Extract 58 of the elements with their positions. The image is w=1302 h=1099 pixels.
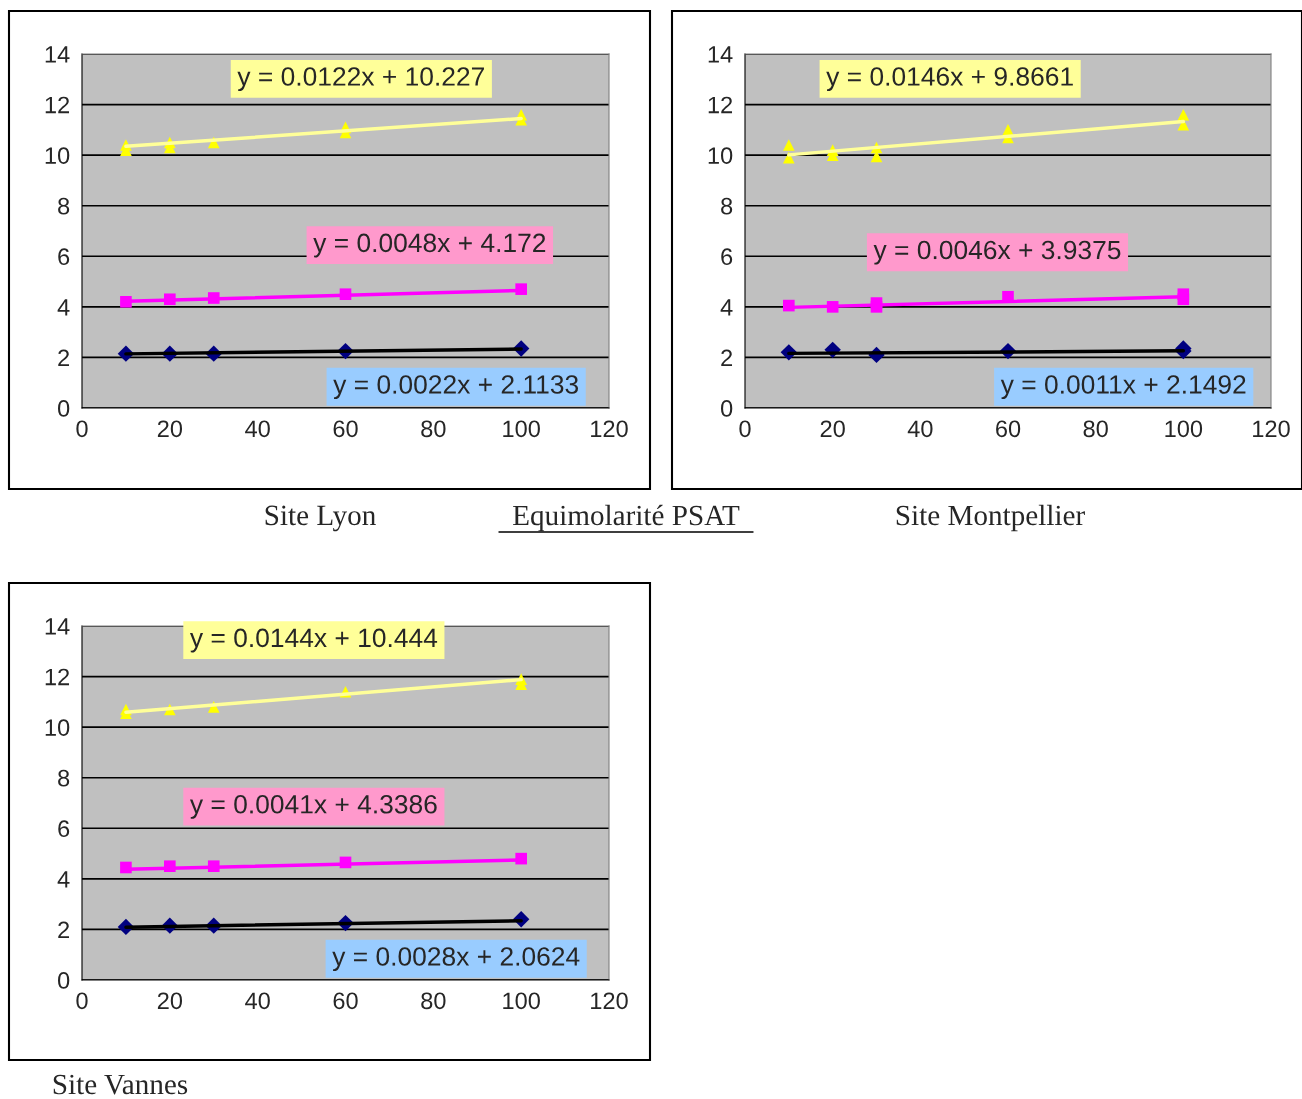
x-tick-label: 60	[996, 420, 1021, 438]
x-tick-label: 40	[245, 420, 270, 438]
annotation: y = 0.0028x + 2.0624	[332, 947, 580, 972]
y-tick-label: 12	[708, 96, 733, 114]
y-tick-label: 10	[45, 147, 70, 164]
y-tick-label: 6	[721, 248, 733, 266]
y-tick-label: 10	[45, 719, 70, 736]
x-tick-label: 120	[591, 992, 628, 1010]
y-tick-label: 0	[57, 972, 70, 989]
annotation: y = 0.0144x + 10.444	[189, 628, 438, 653]
y-tick-label: 10	[708, 147, 733, 164]
y-tick-label: 8	[721, 197, 733, 215]
x-tick-label: 120	[1253, 420, 1290, 438]
text: Site Vannes	[53, 1074, 188, 1095]
x-tick-label: 0	[76, 992, 88, 1010]
x-tick-label: 100	[503, 420, 540, 438]
y-tick-label: 6	[58, 820, 70, 838]
x-tick-label: 20	[820, 420, 845, 438]
y-tick-label: 12	[45, 96, 70, 114]
y-tick-label: 0	[720, 400, 733, 417]
annotation: y = 0.0011x + 2.1492	[1000, 375, 1246, 400]
y-tick-label: 2	[58, 349, 70, 366]
x-tick-label: 80	[421, 992, 446, 1010]
text: Equimolarité PSAT	[513, 504, 740, 532]
x-tick-label: 0	[76, 420, 88, 438]
y-tick-label: 6	[58, 248, 70, 266]
y-tick-label: 4	[57, 871, 70, 888]
x-tick-label: 60	[333, 992, 358, 1010]
y-tick-label: 4	[720, 299, 733, 316]
x-tick-label: 80	[421, 420, 446, 438]
x-tick-label: 80	[1083, 420, 1108, 438]
y-tick-label: 8	[58, 769, 70, 787]
y-tick-label: 2	[721, 349, 733, 366]
x-tick-label: 20	[157, 420, 183, 438]
x-tick-label: 60	[333, 420, 358, 438]
x-tick-label: 0	[739, 420, 751, 438]
y-tick-label: 14	[45, 46, 70, 63]
annotation: y = 0.0122x + 10.227	[237, 67, 484, 92]
annotation: y = 0.0022x + 2.1133	[333, 375, 579, 400]
y-tick-label: 12	[45, 668, 70, 686]
y-tick-label: 4	[57, 299, 70, 316]
x-tick-label: 120	[591, 420, 628, 438]
text: Site Lyon	[265, 505, 376, 532]
y-tick-label: 14	[708, 46, 733, 63]
annotation: y = 0.0041x + 4.3386	[189, 794, 437, 819]
y-tick-label: 8	[58, 197, 70, 215]
text: Site Montpellier	[896, 504, 1085, 532]
x-tick-label: 40	[245, 992, 270, 1010]
x-tick-label: 100	[503, 992, 540, 1010]
annotation: y = 0.0146x + 9.8661	[826, 67, 1073, 92]
x-tick-label: 40	[907, 420, 933, 438]
annotation: y = 0.0048x + 4.172	[313, 233, 546, 258]
y-tick-label: 14	[45, 618, 70, 635]
x-tick-label: 100	[1165, 420, 1203, 438]
x-tick-label: 20	[157, 992, 183, 1010]
y-tick-label: 0	[57, 400, 70, 417]
y-tick-label: 2	[58, 921, 70, 938]
annotation: y = 0.0046x + 3.9375	[873, 240, 1121, 265]
